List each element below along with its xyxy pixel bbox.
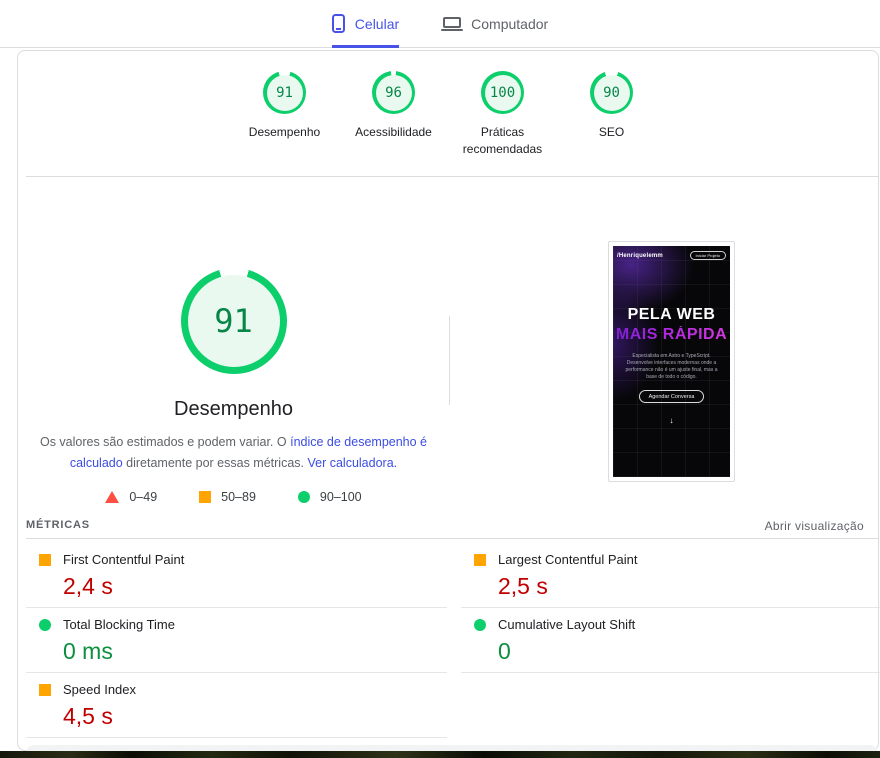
metric-cumulative-layout-shift: Cumulative Layout Shift 0 (461, 608, 880, 673)
legend-range: 0–49 (129, 490, 158, 504)
score-value: 100 (484, 74, 521, 111)
metrics-column-left: First Contentful Paint 2,4 s Total Block… (26, 543, 447, 738)
metric-name: Largest Contentful Paint (498, 552, 638, 567)
metric-status-icon (39, 618, 51, 631)
metric-status-icon (39, 553, 51, 566)
score-value: 90 (593, 74, 630, 111)
metric-value: 0 ms (63, 638, 113, 664)
laptop-icon (441, 16, 464, 31)
screenshot-paragraph: Especialista em Astro e TypeScript. Dese… (625, 353, 718, 380)
metric-status-icon (474, 618, 486, 631)
metric-total-blocking-time: Total Blocking Time 0 ms (26, 608, 447, 673)
metrics-column-right: Largest Contentful Paint 2,5 s Cumulativ… (461, 543, 880, 673)
open-visualization-button[interactable]: Abrir visualização (764, 519, 864, 533)
device-tabs: Celular Computador (0, 0, 880, 48)
performance-gauge-title: Desempenho (174, 398, 293, 420)
screenshot-heading-1: PELA WEB (627, 306, 716, 323)
description-text: Os valores são estimados e podem variar.… (39, 435, 291, 449)
red-triangle-icon (105, 491, 120, 503)
orange-square-icon (199, 491, 212, 503)
score-value: 96 (375, 74, 412, 111)
description-text: diretamente por essas métricas. (122, 456, 308, 470)
metric-value: 2,4 s (63, 573, 113, 599)
score-ring: 96 (372, 71, 415, 114)
scroll-down-icon: ↓ (669, 416, 674, 425)
performance-gauge-value: 91 (187, 275, 280, 367)
category-scores: 91 Desempenho 96 Acessibilidade 100 Prát… (18, 51, 878, 176)
phone-icon (331, 14, 345, 33)
score-label: SEO (598, 125, 625, 139)
screenshot-content: /Henriquelemm Iniciar Projeto PELA WEB M… (613, 246, 730, 477)
screenshot-heading-2: MAIS RÁPIDA (613, 326, 730, 344)
screenshot-cta: Iniciar Projeto (689, 251, 726, 260)
metric-status-icon (39, 683, 51, 696)
legend-good: 90–100 (297, 490, 362, 504)
metric-name: Speed Index (63, 682, 137, 697)
performance-calc-link[interactable]: índice de desempenho é calculado (69, 435, 428, 470)
metric-name: First Contentful Paint (63, 552, 185, 567)
metric-status-icon (474, 553, 486, 566)
score-ring: 90 (590, 71, 633, 114)
green-circle-icon (297, 491, 310, 503)
score-ring: 91 (263, 71, 306, 114)
metric-value: 0 (498, 638, 511, 664)
score-legend: 0–49 50–89 90–100 (18, 490, 449, 504)
score-label: Práticas recomendadas (462, 125, 543, 156)
score-label: Acessibilidade (355, 125, 432, 139)
filmstrip-container-top (26, 745, 878, 753)
score-acessibilidade[interactable]: 96 Acessibilidade (342, 71, 446, 176)
score-label: Desempenho (248, 125, 321, 139)
report-card: 91 Desempenho 96 Acessibilidade 100 Prát… (17, 50, 880, 753)
score-value: 91 (266, 74, 303, 111)
legend-poor: 0–49 (105, 490, 157, 504)
see-calculator-link[interactable]: Ver calculadora. (307, 456, 398, 470)
tab-celular[interactable]: Celular (331, 0, 400, 48)
screenshot-button: Agendar Conversa (638, 390, 705, 403)
score-ring: 100 (481, 71, 524, 114)
metric-first-contentful-paint: First Contentful Paint 2,4 s (26, 543, 447, 608)
metric-value: 2,5 s (498, 573, 548, 599)
page-screenshot-thumbnail: /Henriquelemm Iniciar Projeto PELA WEB M… (608, 241, 735, 482)
metric-name: Total Blocking Time (63, 617, 175, 632)
legend-range: 50–89 (221, 490, 256, 504)
metric-speed-index: Speed Index 4,5 s (26, 673, 447, 738)
tab-computador[interactable]: Computador (441, 0, 549, 48)
screenshot-logo: /Henriquelemm (617, 252, 663, 259)
legend-range: 90–100 (319, 490, 362, 504)
legend-average: 50–89 (199, 490, 256, 504)
metric-value: 4,5 s (63, 703, 113, 729)
score-praticas-recomendadas[interactable]: 100 Práticas recomendadas (451, 71, 555, 176)
performance-gauge: 91 (180, 268, 287, 374)
performance-summary: 91 Desempenho Os valores são estimados e… (18, 176, 449, 504)
tab-celular-label: Celular (354, 15, 400, 32)
scores-divider (26, 176, 878, 177)
column-divider (449, 316, 450, 405)
next-section-screenshots (0, 751, 880, 758)
metrics-divider (26, 538, 878, 539)
metric-name: Cumulative Layout Shift (498, 617, 636, 632)
tab-computador-label: Computador (471, 15, 549, 32)
score-seo[interactable]: 90 SEO (560, 71, 664, 176)
performance-description: Os valores são estimados e podem variar.… (33, 432, 435, 474)
metrics-section-title: MÉTRICAS (26, 519, 90, 531)
metric-largest-contentful-paint: Largest Contentful Paint 2,5 s (461, 543, 880, 608)
score-desempenho[interactable]: 91 Desempenho (233, 71, 337, 176)
